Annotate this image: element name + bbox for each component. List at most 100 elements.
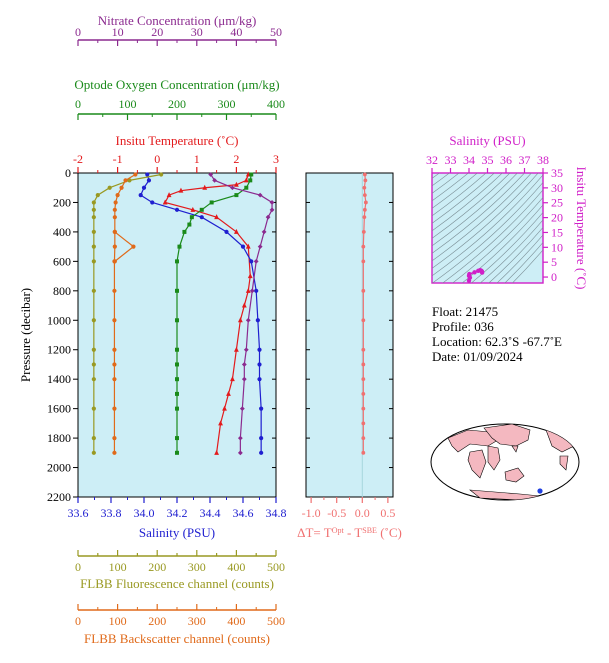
backscatter-point [112,215,117,220]
map-landmass [483,424,531,447]
oxygen-point [199,207,204,212]
nitrate-point [243,347,249,353]
temperature-point [234,346,239,352]
nitrate-point [208,172,214,177]
float-info: Float: 21475 Profile: 036 Location: 62.3… [432,304,562,364]
ts-temp-axis-label: Insitu Temperature (˚C) [574,166,589,289]
fluorescence-tick-label: 400 [227,560,245,574]
backscatter-tick-label: 500 [267,614,285,628]
salinity-point [259,406,264,411]
ts-density-contour [432,173,450,187]
ts-temp-tick-label: 5 [551,255,557,269]
ts-density-contour [512,249,543,283]
delta-t-point [362,207,367,212]
delta-t-point [361,230,366,234]
nitrate-point [241,362,247,367]
salinity-tick-label: 34.2 [167,506,188,520]
fluorescence-tick-label: 500 [267,560,285,574]
salinity-point [145,172,150,177]
nitrate-tick-label: 20 [151,25,163,39]
temperature-point [234,228,239,234]
backscatter_spike-point [112,229,117,235]
fluorescence-tick-label: 200 [148,560,166,574]
fluorescence-point [91,406,96,411]
oxygen-point [249,172,254,177]
ts-temp-tick-label: 35 [551,166,563,180]
delta-t-point [361,377,366,382]
ts-point [472,270,477,275]
backscatter-tick-label: 400 [227,614,245,628]
nitrate-tick-label: 30 [191,25,203,39]
map-landmass [511,445,519,453]
pressure-axis-label: Pressure (decibar) [18,288,33,382]
ts-salinity-tick-label: 38 [537,153,549,167]
ts-temp-tick-label: 0 [551,270,557,284]
ts-salinity-tick-label: 36 [500,153,512,167]
oxygen-series-line [176,174,252,453]
pressure-tick-label: 1400 [47,372,71,386]
ts-temp-tick-label: 15 [551,225,563,239]
ts-salinity-tick-label: 32 [426,153,438,167]
oxygen-point [182,229,187,234]
ts-salinity-tick-label: 34 [463,153,475,167]
salinity-tick-label: 34.6 [233,506,254,520]
nitrate-series-line [210,174,273,453]
salinity-axis-label: Salinity (PSU) [139,525,215,540]
fluorescence-tick-label: 300 [188,560,206,574]
nitrate-point [261,229,267,235]
float-id: Float: 21475 [432,304,498,319]
fluorescence-tick-label: 100 [109,560,127,574]
delta-t-point [362,185,367,190]
pressure-tick-label: 1600 [47,402,71,416]
temperature-point [237,317,243,323]
salinity-point [240,244,246,249]
salinity-point [141,185,147,190]
backscatter-point [112,347,117,352]
fluorescence-point [91,215,96,220]
ts-density-contour [432,173,539,269]
ts-density-contour [432,174,543,277]
delta-t-point [361,406,366,411]
ts-temp-tick-label: 20 [551,211,563,225]
delta-t-tick-label: 0.5 [380,506,395,520]
ts-salinity-axis-label: Salinity (PSU) [449,133,525,148]
backscatter-point [115,192,120,198]
oxygen-point [175,347,179,352]
oxygen-tick-label: 400 [267,97,285,111]
ts-point [467,271,472,277]
delta-t-point [361,450,366,455]
backscatter-point [112,450,117,455]
fluorescence-point [95,192,100,198]
oxygen-point [187,222,192,227]
oxygen-tick-label: 100 [119,97,137,111]
backscatter-point [133,172,138,177]
salinity-tick-label: 33.8 [101,506,122,520]
ts-density-contour [470,211,543,283]
pressure-tick-label: 2200 [47,490,71,504]
fluorescence-series-line [93,173,162,453]
ts-density-contour [432,173,440,179]
oxygen-point [175,450,179,455]
salinity-point [199,215,204,220]
fluorescence-point [91,259,96,264]
oxygen-point [175,318,179,323]
backscatter-tick-label: 100 [109,614,127,628]
fluorescence-point [91,207,96,212]
ts-density-contour [496,234,543,283]
delta-t-panel: -1.0 -0.5 0.0 0.5 ΔT= TOpt - TSBE (˚C) [297,172,402,540]
salinity-point [174,207,180,212]
delta-t-tick-label: 0.0 [355,506,370,520]
oxygen-point [244,185,249,190]
nitrate-axis-label: Nitrate Concentration (μm/kg) [98,13,257,28]
pressure-tick-label: 400 [53,225,71,239]
delta-t-point [361,244,366,249]
fluorescence-point [91,229,96,235]
temperature-tick-label: 3 [273,152,279,166]
fluorescence-point [91,450,96,455]
map-landmass [467,449,487,479]
oxygen-point [175,377,179,382]
fluorescence-point [91,288,96,293]
ts-point [479,270,485,275]
nitrate-tick-label: 40 [230,25,242,39]
temperature-point [178,187,184,193]
